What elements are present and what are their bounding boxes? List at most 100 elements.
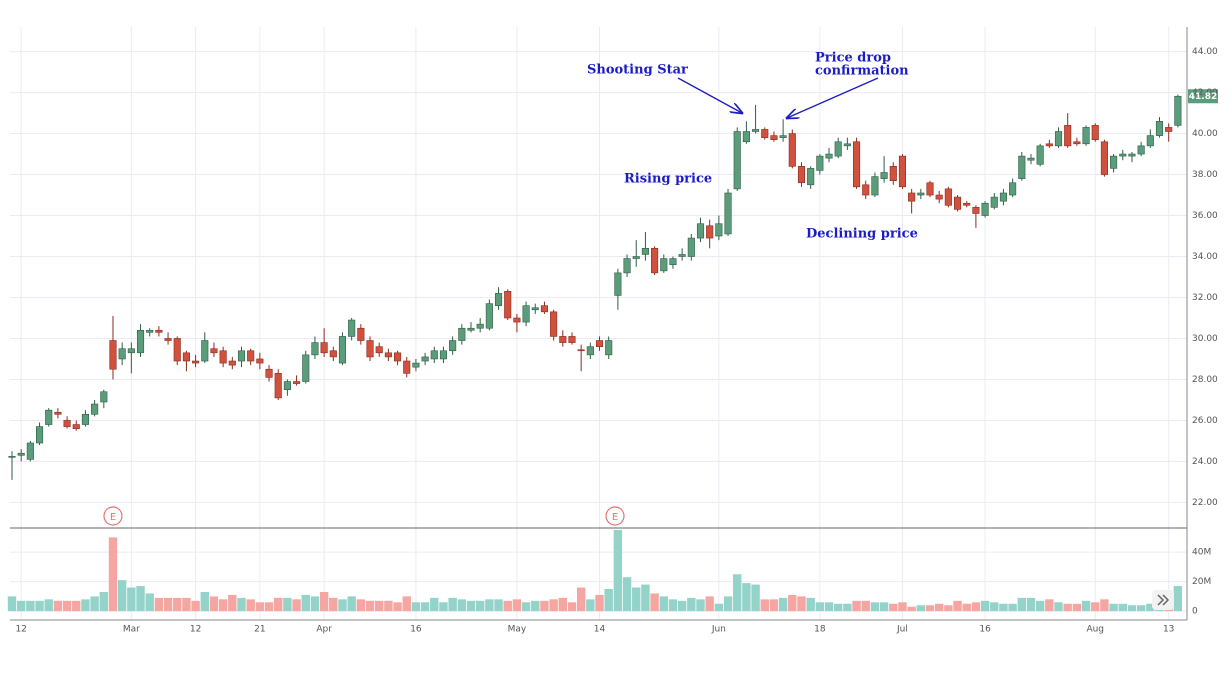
x-tick-label: 16	[410, 625, 422, 635]
volume-bar	[889, 603, 898, 612]
candle-body	[228, 360, 236, 366]
candle-body	[807, 168, 815, 186]
candle-body	[384, 352, 392, 358]
candle-body	[109, 340, 117, 370]
event-label: E	[110, 512, 116, 523]
candle-body	[394, 352, 402, 362]
candle-body	[752, 129, 760, 132]
volume-bar	[990, 602, 999, 612]
candle-body	[595, 340, 604, 347]
volume-bar	[531, 600, 540, 612]
y-tick-label: 22.00	[1192, 498, 1218, 508]
event-marker	[103, 506, 123, 526]
candle-body	[1054, 131, 1063, 147]
candle-body	[182, 352, 190, 362]
candle-body	[715, 223, 723, 237]
candle-body	[237, 350, 246, 362]
volume-bar	[916, 605, 926, 612]
volume-bar	[705, 596, 714, 612]
volume-bar	[751, 584, 760, 612]
candle-body	[696, 223, 705, 239]
candle-body	[348, 319, 356, 337]
volume-bar	[815, 602, 825, 612]
y-tick-label: 40.00	[1192, 129, 1218, 139]
y-tick-label: 26.00	[1192, 416, 1218, 426]
scroll-icon[interactable]	[1157, 594, 1170, 606]
candle-body	[651, 248, 659, 274]
y-tick-label: 28.00	[1192, 375, 1218, 385]
volume-bar	[420, 602, 430, 612]
candle-body	[1155, 120, 1164, 136]
volume-bar	[108, 537, 118, 612]
candle-body	[641, 248, 649, 255]
volume-bar	[806, 597, 815, 612]
marks	[7, 89, 1218, 612]
grid	[10, 27, 1187, 620]
candle-body	[990, 196, 998, 208]
candle-body	[550, 311, 558, 337]
volume-bar	[861, 600, 870, 612]
candle-body	[136, 329, 145, 354]
candle-body	[504, 291, 512, 319]
candle-body	[742, 131, 750, 143]
volume-bar	[907, 606, 916, 612]
volume-bar	[430, 597, 439, 612]
volume-bar	[402, 596, 411, 612]
candle-body	[1045, 143, 1053, 147]
volume-bar	[439, 602, 448, 612]
candle-body	[513, 317, 521, 323]
volume-bar	[384, 600, 393, 612]
volume-bar	[117, 580, 127, 612]
volume-bar	[7, 596, 17, 612]
candle-body	[311, 342, 319, 356]
y-tick-label: 36.00	[1192, 211, 1218, 221]
volume-bar	[925, 605, 935, 612]
y-tick-label: 32.00	[1192, 293, 1218, 303]
candle-body	[972, 207, 980, 214]
candle-body	[999, 192, 1007, 202]
candle-body	[164, 338, 172, 341]
candle-body	[669, 258, 677, 266]
y-tick-label: 34.00	[1192, 252, 1218, 262]
volume-bar	[576, 587, 586, 612]
volume-bar	[127, 587, 136, 612]
volume-bar	[797, 596, 806, 612]
candle-body	[155, 329, 163, 333]
candle-body	[430, 350, 438, 360]
volume-bar	[980, 600, 990, 612]
x-tick-label: Jul	[896, 625, 908, 635]
volume-bar	[512, 599, 522, 612]
candle-body	[788, 133, 796, 167]
candle-body	[403, 360, 411, 374]
candle-body	[871, 176, 879, 196]
x-tick-label: 12	[15, 625, 26, 635]
volume-bar	[301, 594, 310, 612]
volume-bar	[760, 599, 769, 612]
candle-body	[1146, 135, 1154, 147]
scroll-button[interactable]	[1152, 590, 1174, 610]
volume-bar	[411, 602, 421, 612]
candle-body	[26, 442, 34, 460]
volume-bar	[834, 603, 843, 612]
volume-bar	[329, 597, 338, 612]
volume-bar	[62, 600, 72, 612]
candle-body	[283, 381, 291, 391]
candle-body	[568, 336, 576, 343]
candle-body	[1100, 141, 1108, 175]
candle-body	[733, 131, 741, 190]
volume-bar	[1081, 600, 1091, 612]
volume-bar	[237, 597, 246, 612]
volume-bar	[1072, 603, 1082, 612]
x-tick-label: Jun	[711, 625, 726, 635]
volume-bar	[1008, 603, 1017, 612]
volume-bar	[246, 599, 255, 612]
volume-bar	[668, 599, 678, 612]
candle-body	[63, 420, 71, 427]
volume-bar	[769, 599, 779, 612]
volume-bar	[1063, 603, 1072, 612]
volume-bar	[1035, 600, 1045, 612]
volume-bar	[1136, 605, 1146, 612]
volume-bar	[200, 591, 209, 612]
volume-bar	[53, 600, 63, 612]
volume-bar	[934, 603, 944, 612]
